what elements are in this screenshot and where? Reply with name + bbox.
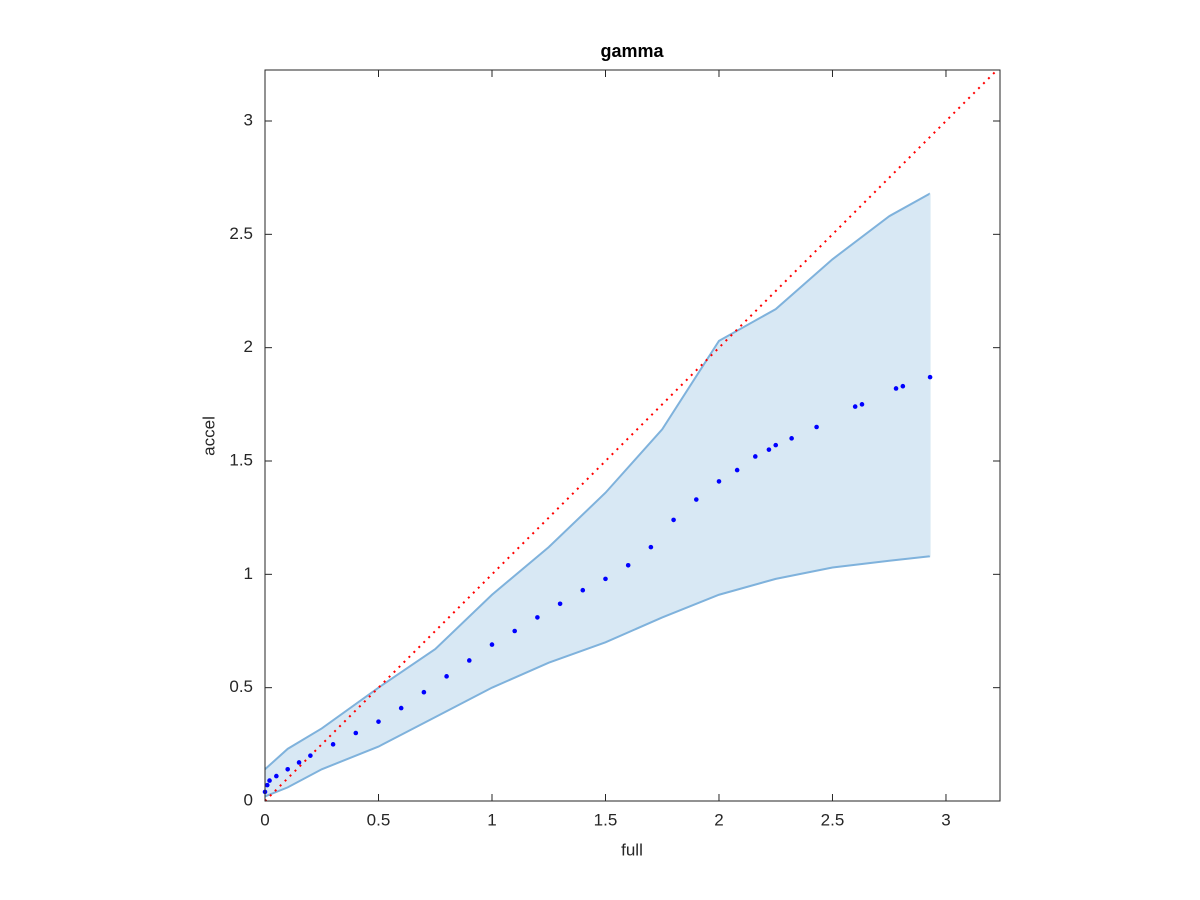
point (773, 442, 779, 448)
point (603, 576, 608, 582)
point (789, 436, 794, 441)
point (927, 374, 933, 380)
point (580, 587, 586, 593)
x-tick-label: 3 (941, 810, 950, 829)
y-axis-label: accel (199, 416, 218, 456)
point (716, 479, 722, 484)
x-tick-label: 0 (260, 810, 269, 829)
point (330, 742, 336, 747)
x-axis-label: full (621, 840, 643, 859)
y-tick-label: 1 (244, 564, 253, 583)
point (444, 674, 449, 679)
point (398, 705, 404, 711)
x-tick-label: 1 (487, 810, 496, 829)
point (753, 454, 758, 459)
point (814, 424, 819, 430)
y-tick-label: 1.5 (229, 450, 253, 469)
y-tick-label: 0 (244, 790, 253, 809)
point (557, 601, 563, 607)
point (859, 402, 865, 407)
point (893, 386, 899, 391)
point (489, 642, 495, 647)
y-tick-label: 3 (244, 110, 253, 129)
point (421, 689, 427, 695)
point (671, 517, 676, 523)
point (296, 760, 302, 765)
point (267, 778, 272, 783)
x-tick-label: 1.5 (594, 810, 618, 829)
point (466, 658, 472, 663)
band-upper (264, 192, 931, 771)
point (852, 404, 858, 409)
point (512, 628, 517, 634)
point (693, 497, 699, 502)
point (285, 766, 290, 772)
x-tick-label: 2.5 (821, 810, 845, 829)
x-tick-label: 2 (714, 810, 723, 829)
axes-box (264, 69, 1001, 802)
point (900, 383, 906, 389)
point (648, 544, 654, 550)
y-tick-label: 0.5 (229, 677, 253, 696)
chart-title: gamma (600, 41, 664, 61)
y-tick-label: 2.5 (229, 224, 253, 243)
point (766, 447, 772, 452)
reference-line (264, 69, 998, 802)
point (308, 753, 313, 758)
band-lower (264, 555, 931, 798)
point (274, 773, 279, 779)
point (264, 782, 270, 788)
point (376, 719, 381, 724)
x-tick-label: 0.5 (367, 810, 391, 829)
point (625, 562, 631, 568)
point (535, 615, 540, 620)
point (353, 730, 359, 736)
band-fill (265, 193, 931, 797)
y-tick-label: 2 (244, 337, 253, 356)
point (734, 467, 740, 473)
